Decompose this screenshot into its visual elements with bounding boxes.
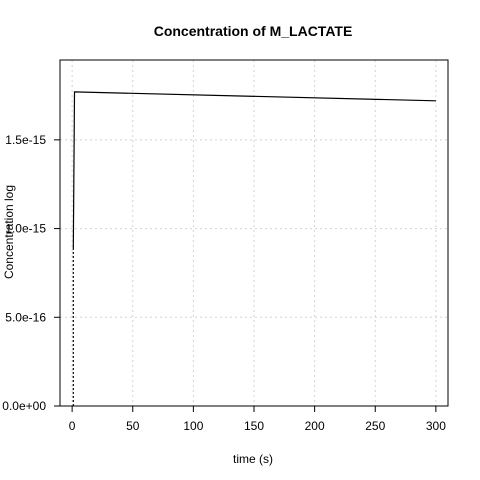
x-axis: 0 50 100 150 200 250 300 <box>69 406 446 433</box>
x-tick-label: 150 <box>244 419 264 433</box>
x-tick-label: 250 <box>365 419 385 433</box>
y-tick-label: 1.5e-15 <box>5 133 46 147</box>
x-tick-label: 300 <box>426 419 446 433</box>
series-line <box>72 91 436 250</box>
data-series <box>72 91 436 406</box>
x-tick-label: 200 <box>305 419 325 433</box>
chart-title: Concentration of M_LACTATE <box>154 23 353 39</box>
y-tick-label: 0.0e+00 <box>2 399 46 413</box>
x-tick-label: 0 <box>69 419 76 433</box>
x-axis-label: time (s) <box>233 452 273 466</box>
x-tick-label: 100 <box>183 419 203 433</box>
y-axis: 0.0e+00 5.0e-16 1.0e-15 1.5e-15 <box>2 133 60 413</box>
y-tick-label: 1.0e-15 <box>5 222 46 236</box>
y-tick-label: 5.0e-16 <box>5 310 46 324</box>
y-axis-label: Concentration log <box>2 185 16 279</box>
x-tick-label: 50 <box>126 419 140 433</box>
